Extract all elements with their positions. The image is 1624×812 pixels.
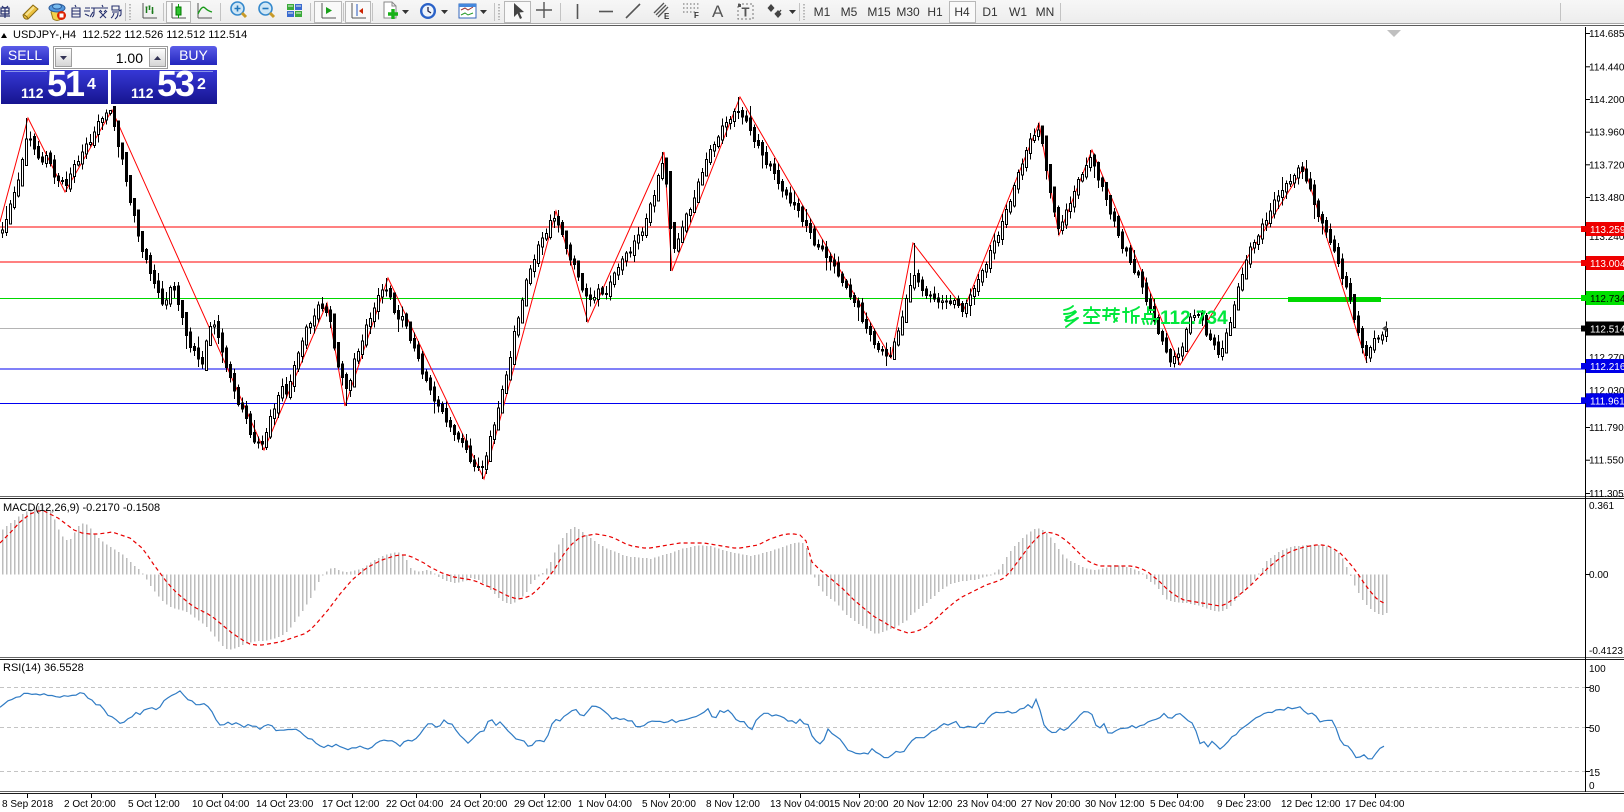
svg-text:50: 50 — [1589, 724, 1601, 735]
svg-text:114.685: 114.685 — [1589, 29, 1624, 40]
svg-text:M1: M1 — [814, 5, 831, 19]
svg-text:E: E — [664, 12, 670, 21]
svg-text:113.480: 113.480 — [1589, 193, 1624, 204]
svg-text:M15: M15 — [867, 5, 891, 19]
svg-text:113.259: 113.259 — [1590, 225, 1624, 236]
svg-text:17 Oct 12:00: 17 Oct 12:00 — [322, 799, 380, 810]
svg-text:100: 100 — [1589, 664, 1606, 675]
svg-text:H4: H4 — [954, 5, 970, 19]
svg-text:F: F — [694, 11, 699, 20]
svg-text:0.00: 0.00 — [1589, 570, 1609, 581]
svg-text:22 Oct 04:00: 22 Oct 04:00 — [386, 799, 444, 810]
svg-text:RSI(14) 36.5528: RSI(14) 36.5528 — [3, 662, 84, 674]
svg-text:111.961: 111.961 — [1590, 396, 1624, 407]
svg-text:112.216: 112.216 — [1590, 362, 1624, 373]
svg-text:113.720: 113.720 — [1589, 160, 1624, 171]
svg-text:T: T — [742, 5, 750, 20]
svg-text:114.200: 114.200 — [1589, 95, 1624, 106]
svg-text:A: A — [712, 2, 724, 21]
svg-text:14 Oct 23:00: 14 Oct 23:00 — [256, 799, 314, 810]
svg-text:MN: MN — [1036, 5, 1055, 19]
svg-text:5 Nov 20:00: 5 Nov 20:00 — [642, 799, 696, 810]
svg-text:112.030: 112.030 — [1589, 386, 1624, 397]
svg-text:D1: D1 — [982, 5, 998, 19]
svg-text:10 Oct 04:00: 10 Oct 04:00 — [192, 799, 250, 810]
svg-text:13 Nov 04:00: 13 Nov 04:00 — [770, 799, 830, 810]
svg-text:112.514: 112.514 — [1590, 325, 1624, 336]
svg-text:0: 0 — [1589, 781, 1595, 792]
svg-text:0.361: 0.361 — [1589, 501, 1614, 512]
svg-text:M30: M30 — [896, 5, 920, 19]
svg-text:H1: H1 — [927, 5, 943, 19]
svg-text:111.305: 111.305 — [1589, 489, 1624, 500]
svg-text:17 Dec 04:00: 17 Dec 04:00 — [1345, 799, 1405, 810]
svg-text:111.550: 111.550 — [1589, 456, 1624, 467]
svg-text:8 Nov 12:00: 8 Nov 12:00 — [706, 799, 760, 810]
svg-text:30 Nov 12:00: 30 Nov 12:00 — [1085, 799, 1145, 810]
svg-text:24 Oct 20:00: 24 Oct 20:00 — [450, 799, 508, 810]
svg-text:M5: M5 — [841, 5, 858, 19]
svg-text:113.240: 113.240 — [1589, 232, 1624, 243]
svg-text:27 Nov 20:00: 27 Nov 20:00 — [1021, 799, 1081, 810]
svg-text:23 Nov 04:00: 23 Nov 04:00 — [957, 799, 1017, 810]
svg-text:2 Oct 20:00: 2 Oct 20:00 — [64, 799, 116, 810]
svg-text:MACD(12,26,9) -0.2170 -0.1508: MACD(12,26,9) -0.2170 -0.1508 — [3, 502, 160, 514]
svg-text:112.734: 112.734 — [1160, 308, 1228, 329]
svg-text:W1: W1 — [1009, 5, 1027, 19]
svg-text:112.270: 112.270 — [1589, 353, 1624, 364]
svg-text:5 Oct 12:00: 5 Oct 12:00 — [128, 799, 180, 810]
svg-text:15: 15 — [1589, 768, 1601, 779]
svg-text:-0.4123: -0.4123 — [1589, 646, 1623, 657]
svg-text:29 Oct 12:00: 29 Oct 12:00 — [514, 799, 572, 810]
svg-text:111.790: 111.790 — [1589, 423, 1624, 434]
svg-text:20 Nov 12:00: 20 Nov 12:00 — [893, 799, 953, 810]
svg-text:5 Dec 04:00: 5 Dec 04:00 — [1150, 799, 1204, 810]
svg-text:113.960: 113.960 — [1589, 128, 1624, 139]
svg-text:15 Nov 20:00: 15 Nov 20:00 — [829, 799, 889, 810]
svg-text:113.004: 113.004 — [1590, 259, 1624, 270]
svg-text:9 Dec 23:00: 9 Dec 23:00 — [1217, 799, 1271, 810]
svg-text:114.440: 114.440 — [1589, 62, 1624, 73]
svg-text:1 Nov 04:00: 1 Nov 04:00 — [578, 799, 632, 810]
svg-text:112.734: 112.734 — [1590, 294, 1624, 305]
svg-text:8 Sep 2018: 8 Sep 2018 — [2, 799, 54, 810]
svg-text:80: 80 — [1589, 684, 1601, 695]
svg-text:12 Dec 12:00: 12 Dec 12:00 — [1281, 799, 1341, 810]
